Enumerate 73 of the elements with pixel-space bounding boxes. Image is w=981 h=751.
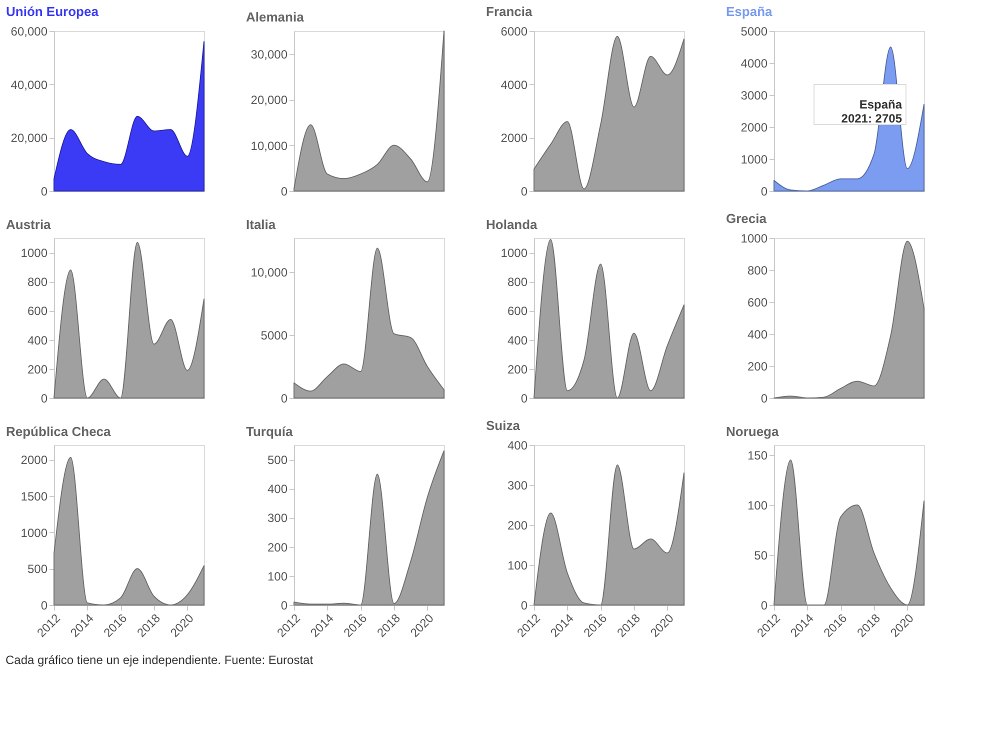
chart-title: Unión Europea [6, 4, 100, 19]
y-tick-label: 600 [507, 304, 528, 318]
y-tick-label: 0 [280, 392, 288, 406]
y-tick-label: 0 [40, 184, 48, 198]
y-tick-label: 200 [507, 362, 528, 376]
y-tick-label: 1000 [500, 246, 528, 260]
y-tick-label: 200 [267, 540, 288, 554]
chart-title: Austria [6, 217, 52, 232]
y-tick-label: 20,000 [10, 131, 48, 146]
chart-title: Grecia [726, 211, 768, 226]
y-tick-label: 60,000 [10, 24, 48, 38]
y-tick-label: 4000 [500, 78, 528, 92]
y-tick-label: 40,000 [10, 78, 48, 92]
chart-title: Italia [246, 217, 276, 232]
y-tick-label: 0 [760, 598, 768, 612]
y-tick-label: 0 [40, 598, 48, 612]
y-tick-label: 300 [507, 478, 528, 492]
y-tick-label: 800 [27, 275, 48, 290]
y-tick-label: 100 [747, 498, 768, 512]
y-tick-label: 2000 [500, 131, 528, 146]
y-tick-label: 800 [507, 275, 528, 290]
y-tick-label: 800 [747, 264, 768, 278]
y-tick-label: 1000 [740, 232, 768, 246]
chart-title: República Checa [6, 424, 112, 439]
y-tick-label: 600 [747, 296, 768, 310]
chart-title: Holanda [486, 217, 538, 232]
y-tick-label: 10,000 [250, 138, 288, 153]
y-tick-label: 500 [27, 562, 48, 576]
y-tick-label: 1000 [740, 152, 768, 166]
y-tick-label: 200 [27, 362, 48, 376]
y-tick-label: 30,000 [250, 47, 288, 62]
y-tick-label: 300 [267, 511, 288, 526]
y-tick-label: 1000 [20, 246, 48, 260]
y-tick-label: 0 [760, 392, 768, 406]
chart-title: Alemania [246, 10, 305, 24]
y-tick-label: 10,000 [250, 266, 288, 280]
y-tick-label: 20,000 [250, 93, 288, 108]
y-tick-label: 600 [27, 304, 48, 318]
y-tick-label: 400 [267, 482, 288, 496]
y-tick-label: 0 [760, 184, 768, 198]
y-tick-label: 0 [520, 184, 528, 198]
chart-title: Suiza [486, 418, 521, 433]
y-tick-label: 5000 [740, 24, 768, 38]
y-tick-label: 2000 [740, 120, 768, 134]
y-tick-label: 400 [507, 333, 528, 348]
text: Cada gráfico tiene un eje independiente. Fuente: Eurostat [6, 653, 314, 668]
chart-title: España [726, 4, 774, 19]
y-tick-label: 1000 [20, 526, 48, 540]
y-tick-label: 50 [754, 548, 768, 562]
y-tick-label: 3000 [740, 88, 768, 102]
y-tick-label: 100 [267, 569, 288, 584]
chart-title: Noruega [726, 424, 780, 439]
annotation: España 2021: 2705 [841, 97, 902, 126]
y-tick-label: 400 [27, 333, 48, 348]
y-tick-label: 200 [747, 360, 768, 374]
y-tick-label: 400 [747, 328, 768, 342]
y-tick-label: 500 [267, 453, 288, 468]
y-tick-label: 0 [280, 598, 288, 612]
y-tick-label: 1500 [20, 489, 48, 504]
y-tick-label: 0 [40, 392, 48, 406]
y-tick-label: 0 [520, 598, 528, 612]
y-tick-label: 100 [507, 558, 528, 572]
y-tick-label: 150 [747, 448, 768, 462]
y-tick-label: 6000 [500, 24, 528, 38]
y-tick-label: 5000 [260, 328, 288, 343]
chart-title: Francia [486, 4, 534, 19]
y-tick-label: 200 [507, 518, 528, 532]
chart-title: Turquía [246, 424, 294, 439]
y-tick-label: 2000 [20, 453, 48, 468]
y-tick-label: 4000 [740, 56, 768, 70]
y-tick-label: 0 [280, 184, 288, 198]
y-tick-label: 400 [507, 438, 528, 452]
y-tick-label: 0 [520, 392, 528, 406]
